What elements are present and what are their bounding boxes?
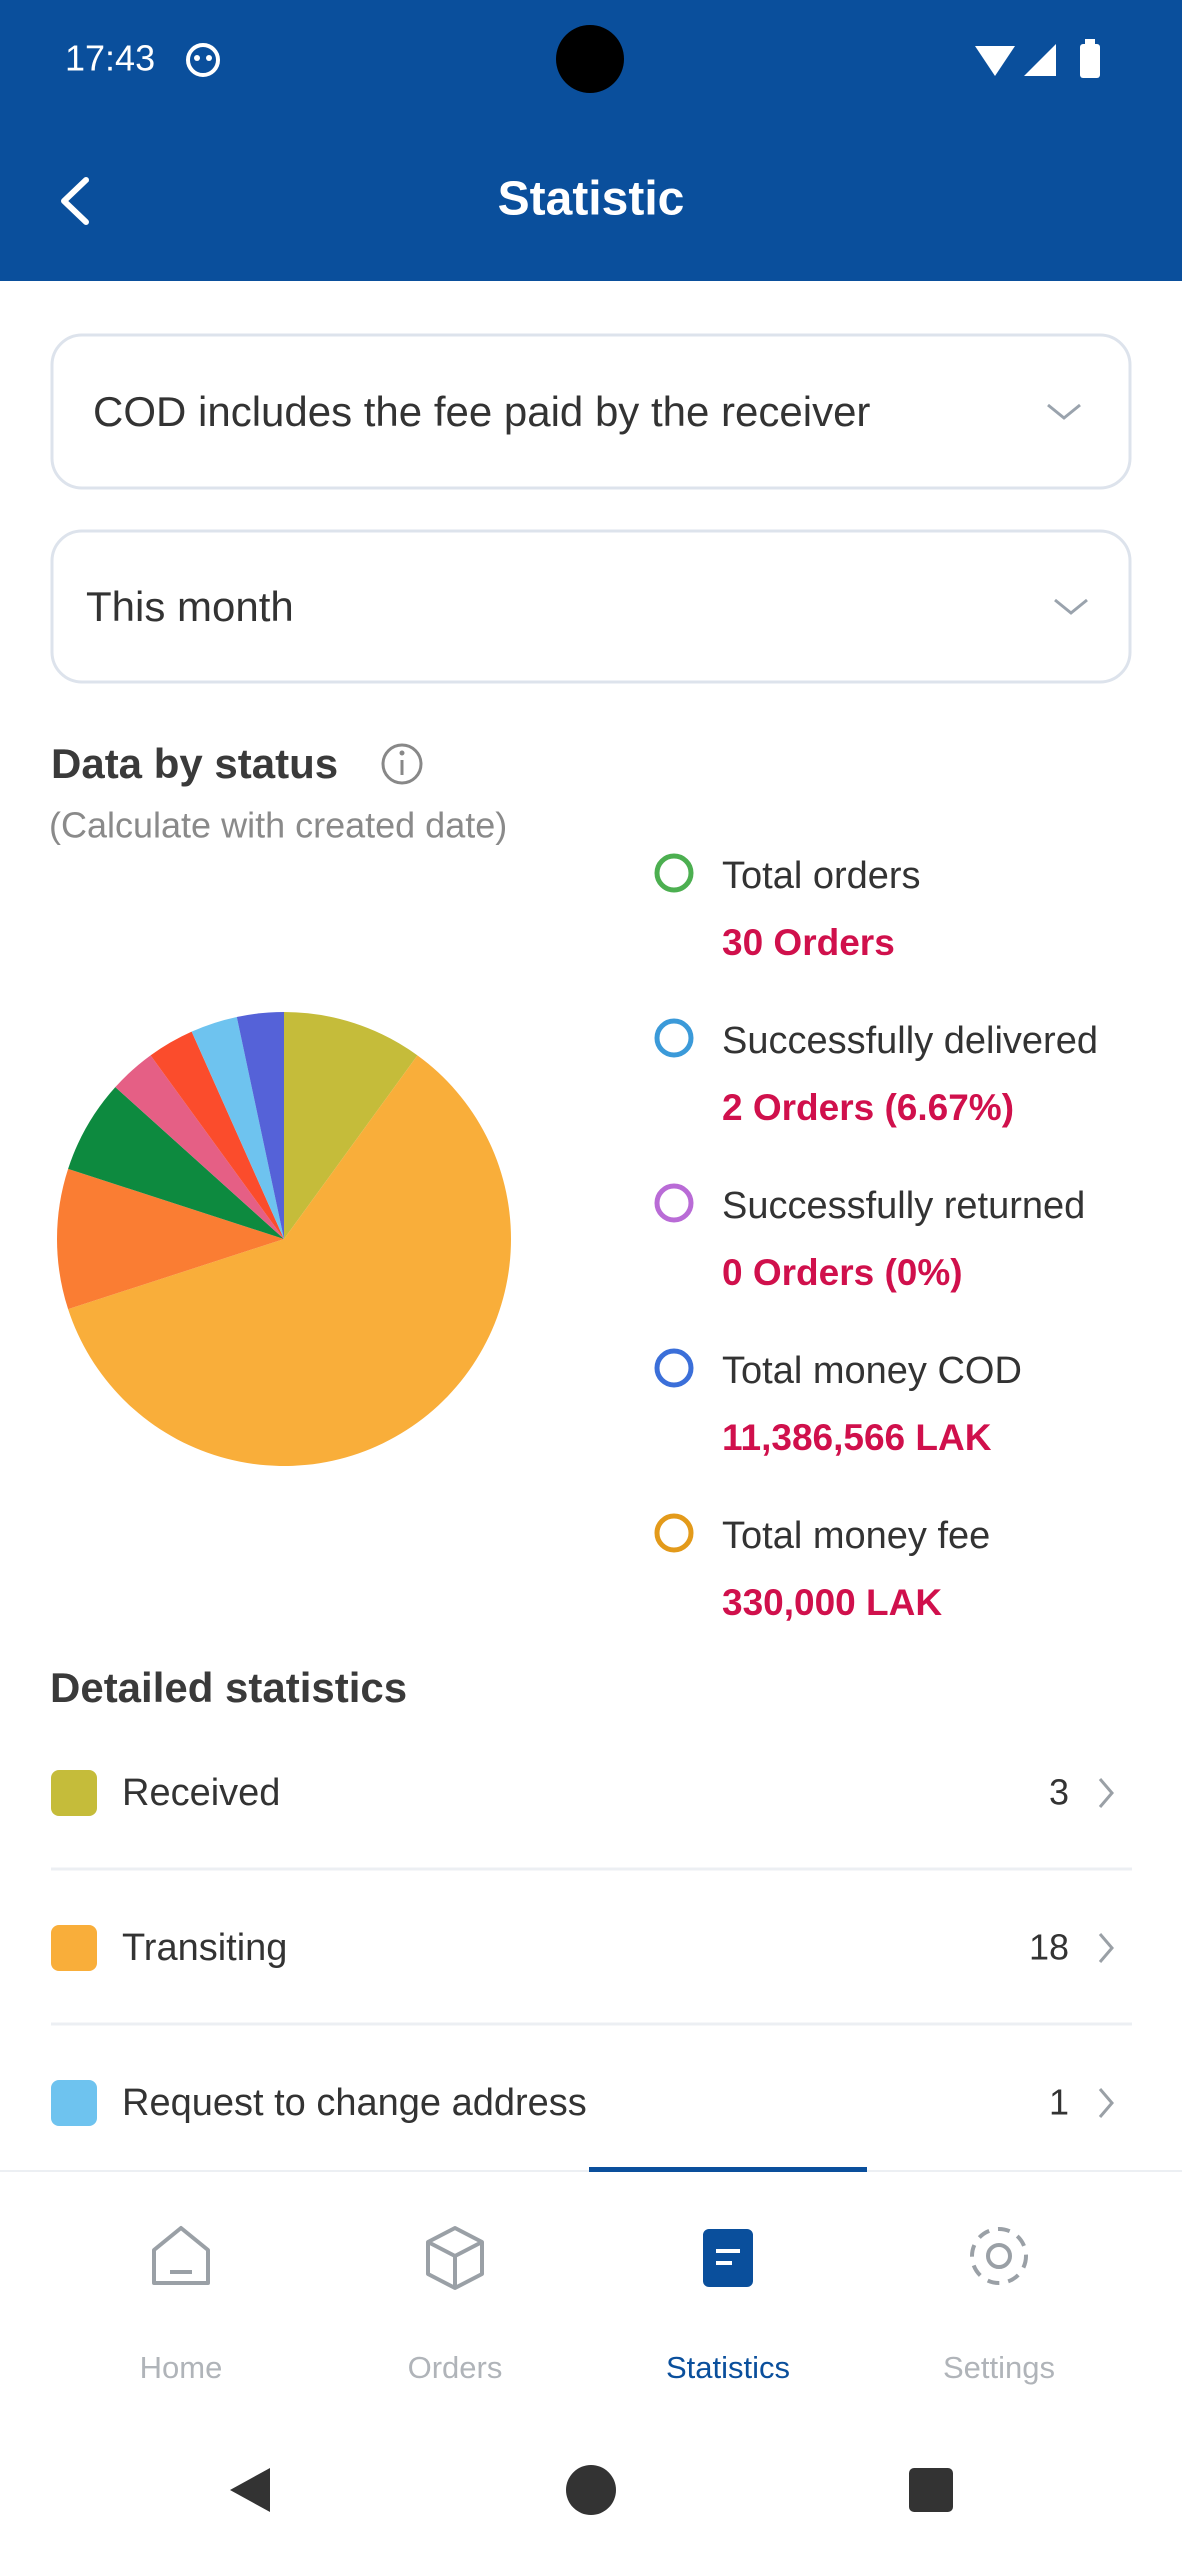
nav-label[interactable]: Statistics bbox=[666, 2350, 790, 2385]
legend-value: 2 Orders (6.67%) bbox=[722, 1087, 1014, 1128]
period-dropdown[interactable] bbox=[50, 529, 1132, 684]
pie-slice bbox=[191, 1016, 284, 1239]
pie-slice bbox=[284, 1012, 418, 1239]
legend: Total orders 30 Orders Successfully delive… bbox=[654, 853, 1098, 1623]
detail-row[interactable]: Received 3 bbox=[51, 1770, 1114, 1816]
system-back[interactable] bbox=[230, 2468, 270, 2512]
status-count: 18 bbox=[1029, 1927, 1069, 1968]
legend-label: Successfully delivered bbox=[722, 1020, 1098, 1062]
legend-marker bbox=[654, 1348, 694, 1388]
nav-indicator bbox=[589, 2167, 867, 2172]
detail-list: Received 3 Transiting 18 Request to change a… bbox=[51, 1770, 1132, 2126]
pie-chart bbox=[56, 1012, 511, 1466]
fee-dropdown-text: COD includes the fee paid by the receive… bbox=[93, 388, 870, 435]
section-subtitle: (Calculate with created date) bbox=[49, 805, 507, 846]
status-label: Received bbox=[122, 1772, 280, 1814]
chevron-right bbox=[1098, 1778, 1114, 1808]
legend-marker bbox=[654, 1018, 694, 1058]
nav-icons bbox=[152, 2226, 1028, 2290]
legend-marker bbox=[654, 1513, 694, 1553]
status-count: 1 bbox=[1049, 2082, 1069, 2123]
chevron-down bbox=[1047, 403, 1081, 420]
status-swatch bbox=[51, 1770, 97, 1816]
chevron-right bbox=[1098, 1933, 1114, 1963]
legend-label: Successfully returned bbox=[722, 1185, 1085, 1227]
status-icon bbox=[186, 43, 220, 77]
page-title: Statistic bbox=[498, 173, 685, 226]
pie-slice bbox=[68, 1087, 284, 1239]
system-home[interactable] bbox=[566, 2465, 616, 2515]
status-count: 3 bbox=[1049, 1772, 1069, 1813]
legend-value: 11,386,566 LAK bbox=[722, 1417, 992, 1458]
pie-slice bbox=[236, 1012, 284, 1239]
pie-slice bbox=[150, 1031, 284, 1239]
nav-label[interactable]: Settings bbox=[943, 2350, 1055, 2385]
status-label: Transiting bbox=[122, 1927, 287, 1969]
detailed-title: Detailed statistics bbox=[50, 1664, 407, 1711]
bottom-nav: Home Orders Statistics Settings bbox=[140, 2167, 1055, 2385]
legend-label: Total orders bbox=[722, 855, 921, 897]
legend-value: 30 Orders bbox=[722, 922, 895, 963]
detail-row[interactable]: Transiting 18 bbox=[51, 1925, 1114, 1971]
pie-slice bbox=[68, 1055, 511, 1466]
info-icon[interactable] bbox=[381, 743, 423, 785]
nav-label[interactable]: Orders bbox=[408, 2350, 503, 2385]
pie-slice bbox=[56, 1168, 284, 1310]
camera bbox=[556, 25, 624, 93]
back-button[interactable] bbox=[61, 177, 89, 225]
system-recents[interactable] bbox=[909, 2468, 953, 2512]
legend-value: 330,000 LAK bbox=[722, 1582, 942, 1623]
legend-label: Total money COD bbox=[722, 1350, 1022, 1392]
status-icons bbox=[975, 39, 1100, 78]
pie-slice bbox=[115, 1055, 284, 1239]
legend-marker bbox=[654, 853, 694, 893]
fee-dropdown[interactable] bbox=[50, 333, 1132, 490]
status-swatch bbox=[51, 2080, 97, 2126]
system-nav bbox=[230, 2465, 953, 2515]
section-title: Data by status bbox=[51, 740, 338, 787]
status-label: Request to change address bbox=[122, 2082, 587, 2124]
legend-marker bbox=[654, 1183, 694, 1223]
legend-label: Total money fee bbox=[722, 1515, 990, 1557]
chevron-down bbox=[1054, 598, 1088, 615]
nav-label[interactable]: Home bbox=[140, 2350, 223, 2385]
chevron-right bbox=[1098, 2088, 1114, 2118]
status-swatch bbox=[51, 1925, 97, 1971]
period-dropdown-text: This month bbox=[86, 583, 294, 630]
detail-row[interactable]: Request to change address 1 bbox=[51, 2080, 1114, 2126]
legend-value: 0 Orders (0%) bbox=[722, 1252, 963, 1293]
status-time: 17:43 bbox=[65, 38, 155, 79]
